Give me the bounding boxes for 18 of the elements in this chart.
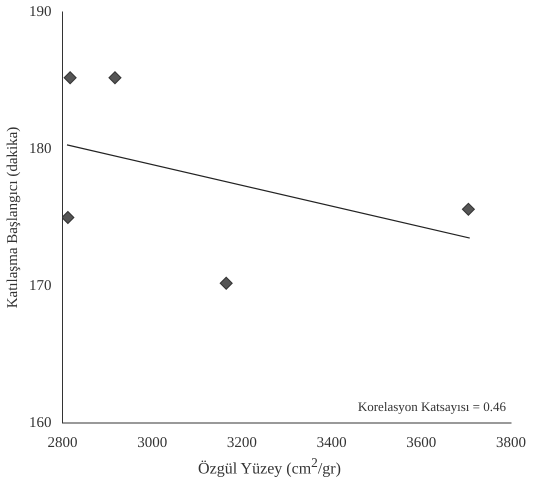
x-tick-label: 3600 xyxy=(406,434,436,451)
y-tick-label: 160 xyxy=(29,414,52,431)
x-tick-label: 3400 xyxy=(316,434,347,451)
point xyxy=(220,276,233,290)
annotation: Korelasyon Katsayısı = 0.46 xyxy=(358,399,506,414)
x-tick-label: 3000 xyxy=(137,434,168,451)
point xyxy=(64,71,77,84)
x-tick-label: 3800 xyxy=(496,434,526,451)
x-tick-label: 2800 xyxy=(48,434,78,451)
y-tick-label: 190 xyxy=(29,4,52,20)
point xyxy=(108,71,122,84)
x-axis-title: Özgül Yüzey (cm$^{2}$/gr) xyxy=(197,455,342,478)
y-tick-label: 180 xyxy=(29,140,52,157)
x-tick-label: 3200 xyxy=(226,434,257,451)
point xyxy=(62,211,74,224)
point xyxy=(462,202,475,216)
y-tick-label: 170 xyxy=(29,278,52,294)
y-axis-title: Katılaşma Başlangıcı (dakika) xyxy=(4,126,21,308)
